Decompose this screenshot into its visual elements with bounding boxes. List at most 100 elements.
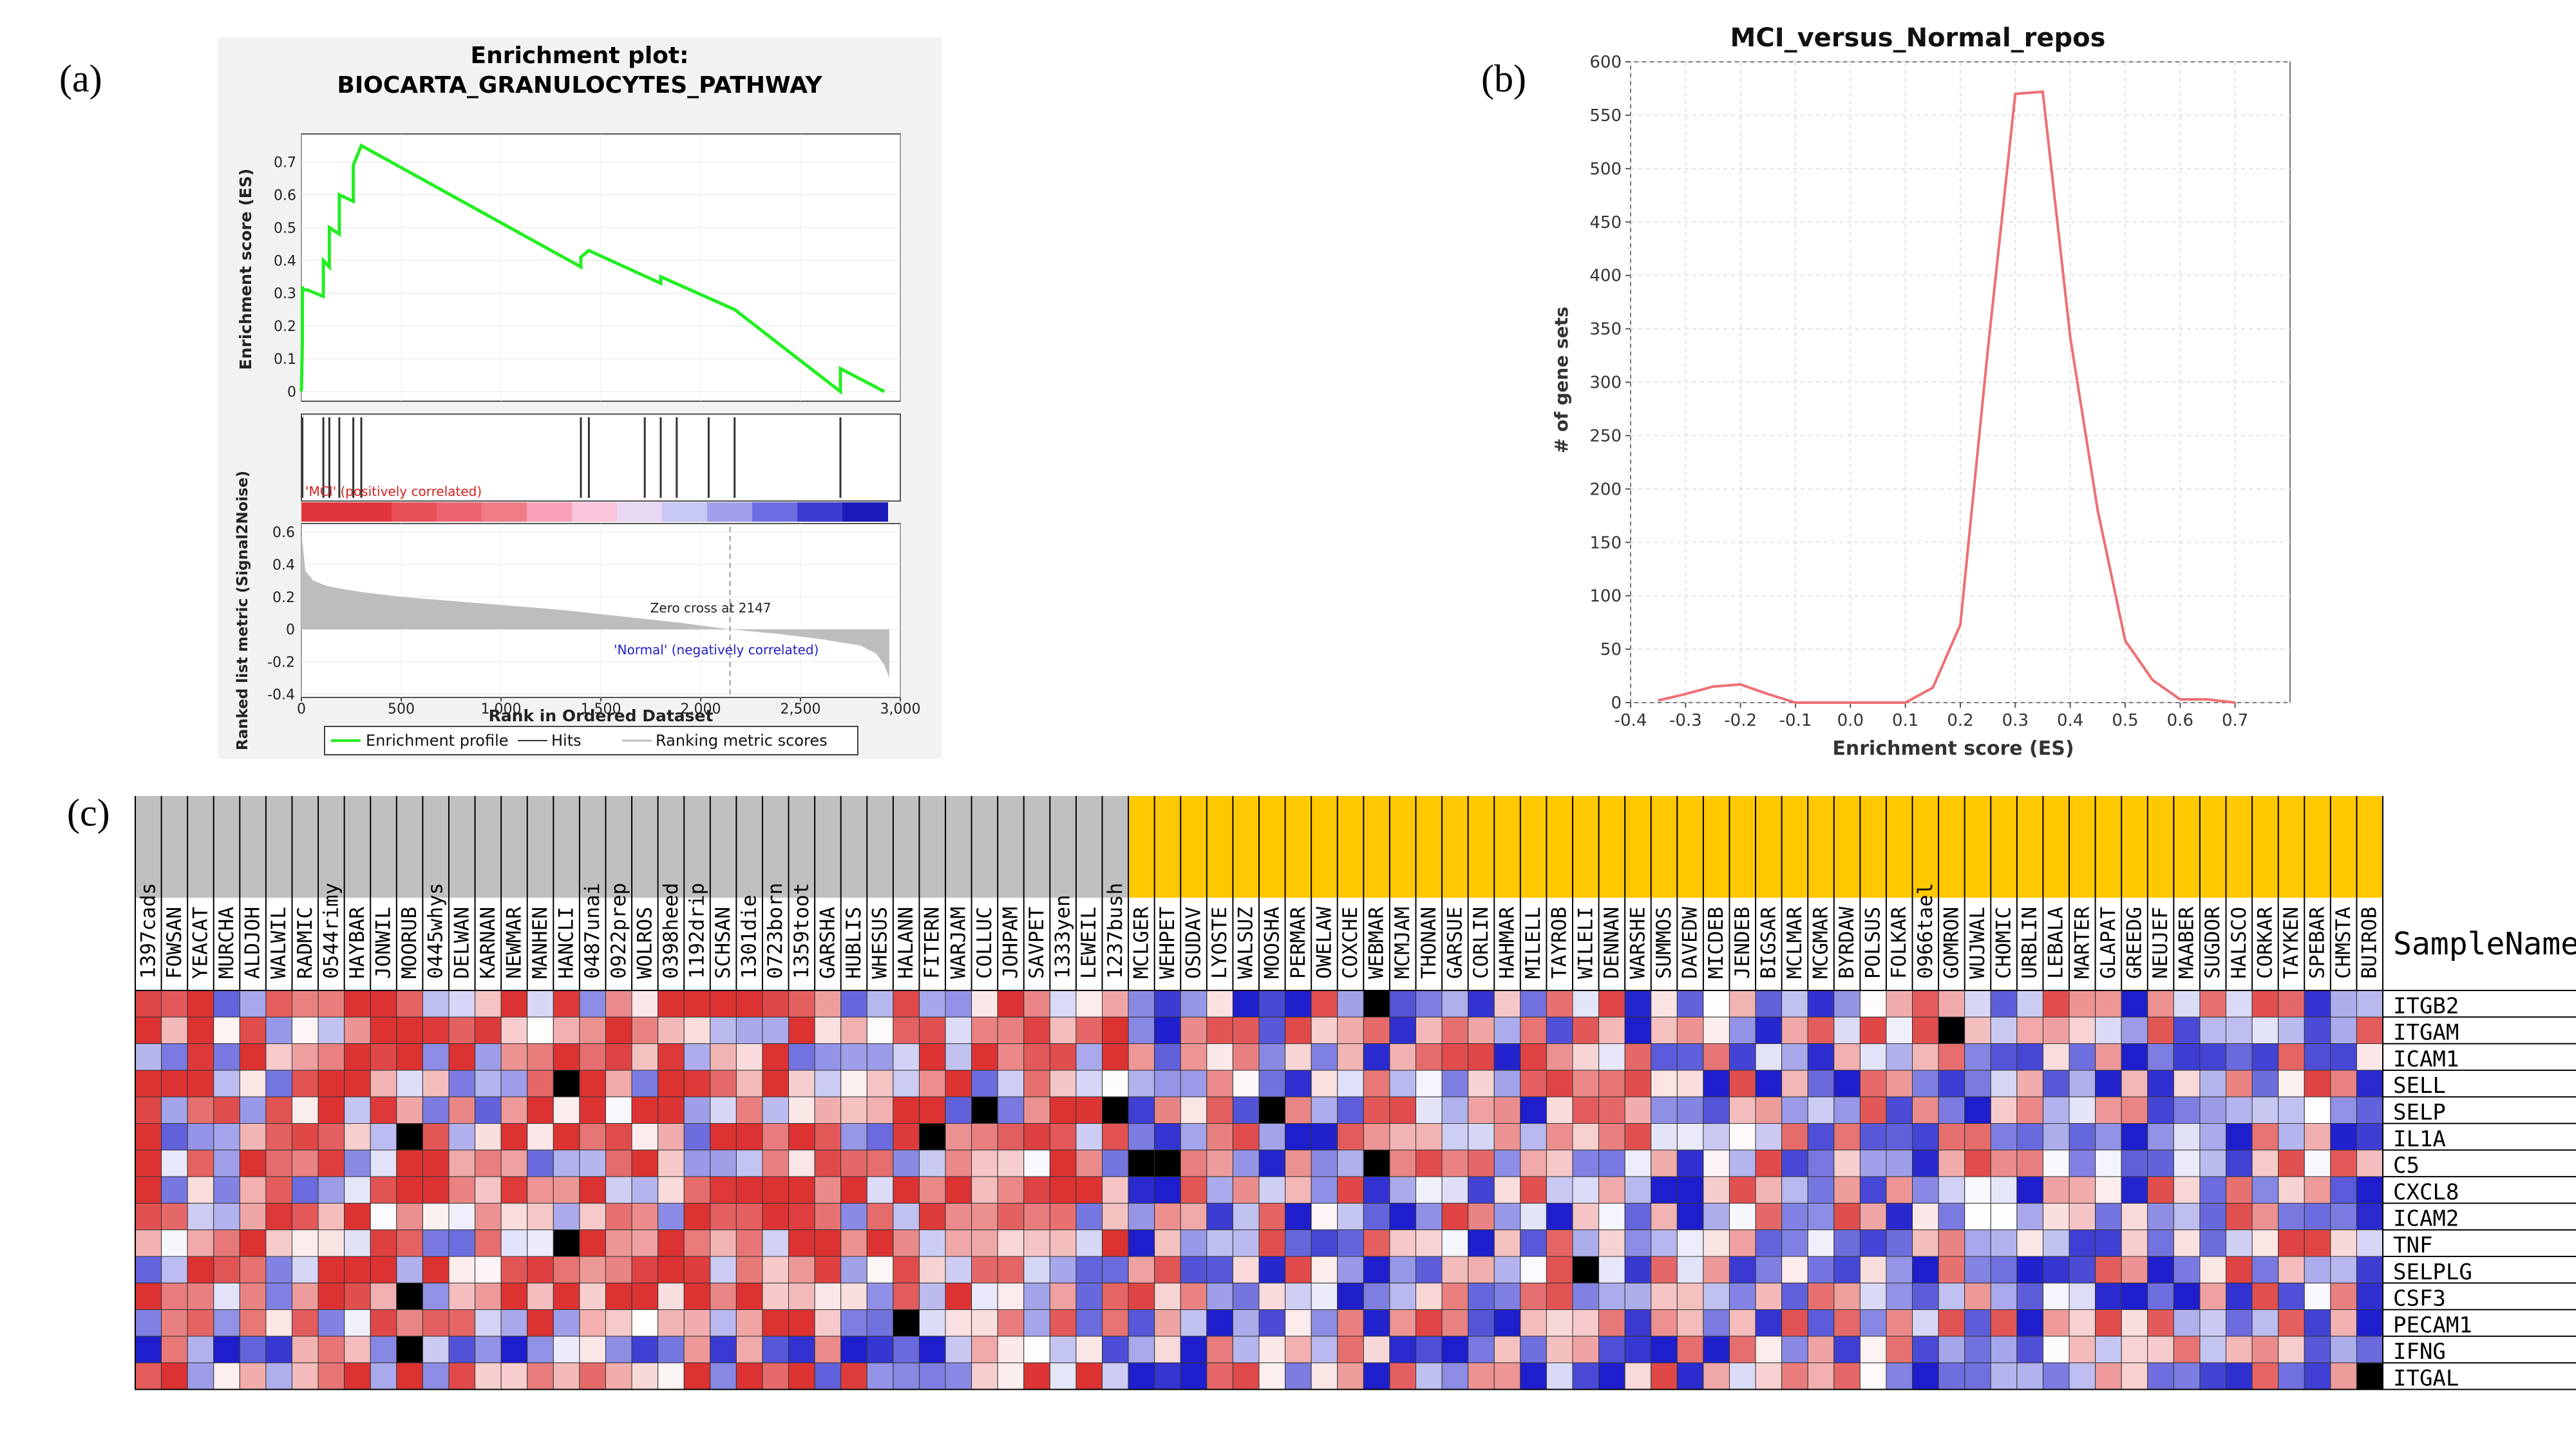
heatmap-cell	[840, 1229, 867, 1257]
heatmap-cell	[2042, 1150, 2070, 1177]
heatmap-cell	[997, 990, 1025, 1018]
gene-label: ITGB2	[2393, 993, 2459, 1019]
heatmap-cell	[1624, 1229, 1652, 1257]
heatmap-cell	[683, 990, 711, 1018]
sample-name-label: HUBLIS	[842, 907, 866, 979]
heatmap-cell	[866, 1309, 894, 1337]
heatmap-cell	[135, 1043, 162, 1071]
heatmap-cell	[1232, 1016, 1260, 1045]
heatmap-cell	[1415, 1282, 1443, 1311]
heatmap-cell	[1337, 1096, 1364, 1124]
distribution-x-tick-label: 0.2	[1947, 711, 1973, 730]
heatmap-cell	[788, 1362, 815, 1390]
heatmap-cell	[553, 1070, 580, 1097]
distribution-y-tick-label: 350	[1589, 320, 1622, 339]
heatmap-cell	[2121, 1309, 2148, 1337]
distribution-y-tick-label: 400	[1589, 267, 1622, 286]
sample-name-label: CHMSTA	[2332, 907, 2355, 979]
heatmap-cell	[161, 1309, 188, 1337]
heatmap-cell	[945, 1229, 972, 1257]
heatmap-cell	[1154, 1096, 1181, 1124]
sample-name-label: MCLGER	[1130, 907, 1153, 979]
heatmap-cell	[1520, 1256, 1547, 1283]
heatmap-cell	[1520, 990, 1547, 1018]
heatmap-cell	[344, 1123, 371, 1151]
ranking-bar-segment	[482, 502, 527, 522]
heatmap-cell	[658, 1123, 685, 1151]
heatmap-cell	[475, 1202, 502, 1231]
heatmap-cell	[1624, 1362, 1652, 1390]
heatmap-cell	[1023, 1096, 1050, 1124]
heatmap-cell	[1572, 1362, 1600, 1390]
heatmap-cell	[762, 1096, 790, 1124]
heatmap-cell	[1049, 1043, 1077, 1071]
heatmap-cell	[1912, 1150, 1939, 1177]
heatmap-cell	[448, 1282, 476, 1311]
heatmap-cell	[840, 1202, 867, 1231]
metric-y-axis-label: Ranked list metric (Signal2Noise)	[234, 471, 251, 750]
heatmap-cell	[1520, 1229, 1547, 1257]
sample-header-cell	[1259, 898, 1285, 985]
sample-name-label: WARSHE	[1626, 907, 1649, 979]
heatmap-cell	[1075, 1123, 1103, 1151]
heatmap-cell	[1728, 1282, 1756, 1311]
heatmap-cell	[527, 1150, 554, 1177]
heatmap-cell	[1415, 1043, 1443, 1071]
heatmap-cell	[579, 1362, 606, 1390]
heatmap-cell	[1075, 1070, 1103, 1097]
heatmap-cell	[1468, 1016, 1495, 1045]
heatmap-cell	[2226, 1016, 2253, 1045]
heatmap-cell	[1441, 1362, 1469, 1390]
heatmap-cell	[893, 1123, 920, 1151]
sample-group-band	[1651, 796, 1678, 898]
sample-header-cell	[1389, 898, 1416, 985]
heatmap-cell	[788, 1229, 815, 1257]
heatmap-cell	[422, 1256, 450, 1283]
heatmap-cell	[1128, 1070, 1155, 1097]
heatmap-cell	[2042, 1016, 2070, 1045]
heatmap-cell	[971, 1336, 998, 1363]
heatmap-cell	[553, 1202, 580, 1231]
heatmap-cell	[1493, 1176, 1521, 1204]
heatmap-cell	[605, 1336, 632, 1363]
heatmap-cell	[1572, 1282, 1600, 1311]
heatmap-cell	[161, 1282, 188, 1311]
heatmap-cell	[1651, 1202, 1678, 1231]
heatmap-cell	[735, 1256, 763, 1283]
heatmap-cell	[1938, 1309, 1965, 1337]
heatmap-cell	[579, 1282, 606, 1311]
sample-header-cell	[919, 898, 946, 985]
heatmap-cell	[527, 1016, 554, 1045]
sample-header-cell	[1416, 898, 1443, 985]
heatmap-cell	[1128, 1202, 1155, 1231]
heatmap-cell	[135, 1096, 162, 1124]
heatmap-cell	[1572, 1202, 1600, 1231]
rank-x-tick-label: 500	[388, 701, 415, 717]
heatmap-cell	[1546, 1362, 1573, 1390]
heatmap-cell	[1781, 1309, 1808, 1337]
sample-header-cell	[422, 898, 449, 985]
heatmap-cell	[1912, 1123, 1939, 1151]
heatmap-cell	[1886, 1043, 1913, 1071]
heatmap-cell	[918, 1336, 946, 1363]
heatmap-cell	[1468, 1150, 1495, 1177]
sample-group-band	[1938, 796, 1965, 898]
heatmap-cell	[762, 1362, 790, 1390]
heatmap-cell	[631, 1309, 659, 1337]
heatmap-cell	[370, 1016, 397, 1045]
heatmap-cell	[422, 1123, 450, 1151]
heatmap-cell	[1703, 1070, 1730, 1097]
heatmap-cell	[239, 1229, 267, 1257]
heatmap-cell	[1285, 1070, 1312, 1097]
distribution-y-tick-label: 300	[1589, 374, 1622, 393]
ranking-bar-segment	[752, 502, 798, 522]
heatmap-cell	[2095, 1256, 2122, 1283]
heatmap-cell	[997, 1096, 1025, 1124]
heatmap-cell	[2016, 1150, 2043, 1177]
sample-name-label: HAYBAR	[346, 907, 369, 979]
sample-header-cell	[1781, 898, 1808, 985]
heatmap-cell	[2095, 1150, 2122, 1177]
heatmap-cell	[2304, 1282, 2331, 1311]
heatmap-cell	[1128, 1176, 1155, 1204]
metric-y-tick-label: 0	[286, 622, 295, 638]
